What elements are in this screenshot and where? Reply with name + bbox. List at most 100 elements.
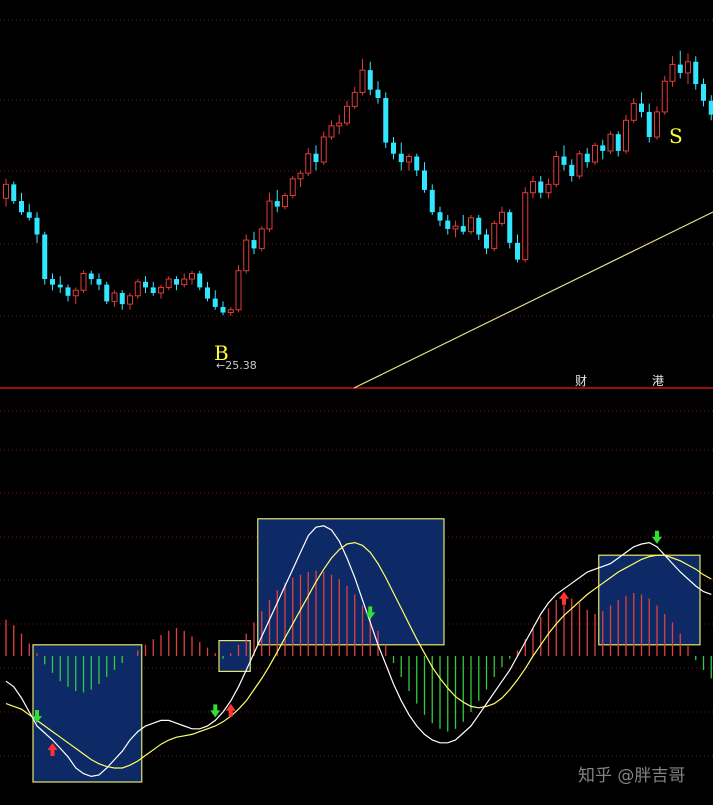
candle-body — [452, 225, 459, 230]
signal-box-0 — [32, 644, 143, 783]
candle-body — [607, 133, 614, 152]
candle-body — [297, 172, 304, 180]
sell-marker: S — [669, 124, 683, 148]
candle-1 — [11, 181, 17, 204]
candle-body — [600, 145, 606, 151]
up-arrow-2 — [559, 591, 569, 605]
candle-65 — [507, 209, 513, 249]
candle-body — [685, 61, 691, 74]
candle-body — [630, 103, 637, 121]
candle-body — [65, 287, 71, 296]
candle-24 — [189, 270, 195, 285]
candle-74 — [576, 150, 583, 179]
candle-56 — [437, 206, 443, 227]
candle-37 — [289, 176, 296, 199]
candle-73 — [569, 159, 575, 182]
candle-52 — [406, 153, 412, 171]
candle-17 — [134, 279, 141, 299]
candle-body — [127, 295, 133, 305]
candle-body — [227, 309, 234, 314]
candle-body — [42, 234, 48, 280]
candle-body — [143, 281, 148, 288]
candle-body — [359, 69, 366, 93]
candle-5 — [42, 231, 48, 285]
candle-body — [266, 200, 273, 230]
candle-42 — [328, 120, 335, 140]
event-marker-1: 港 — [652, 374, 664, 388]
down-arrow-3 — [652, 530, 662, 544]
candle-55 — [429, 184, 435, 215]
candle-body — [251, 240, 257, 249]
candle-body — [391, 142, 396, 154]
candle-39 — [305, 148, 312, 176]
candle-body — [515, 242, 520, 260]
candle-20 — [158, 284, 164, 299]
candle-body — [220, 306, 226, 313]
candle-47 — [367, 61, 373, 96]
candle-body — [174, 279, 179, 285]
candle-10 — [80, 270, 87, 293]
buy-marker: B — [214, 341, 229, 365]
candle-31 — [243, 234, 250, 274]
candle-body — [561, 156, 567, 165]
candle-body — [189, 273, 195, 280]
candle-body — [243, 239, 250, 272]
candle-body — [57, 284, 63, 288]
candle-body — [111, 292, 118, 302]
low-price-value: 25.38 — [225, 359, 257, 372]
candle-34 — [266, 192, 273, 232]
candle-18 — [143, 276, 148, 293]
candle-35 — [274, 189, 280, 213]
signal-box-2 — [257, 518, 445, 646]
candle-25 — [197, 270, 203, 291]
candle-body — [274, 201, 280, 207]
candle-body — [693, 61, 699, 85]
candle-84 — [654, 106, 660, 140]
candle-body — [476, 217, 482, 235]
candle-body — [708, 100, 713, 115]
candle-80 — [623, 114, 629, 154]
candle-41 — [320, 131, 327, 165]
candle-68 — [530, 176, 536, 199]
candle-28 — [220, 301, 226, 316]
candle-body — [639, 103, 644, 112]
candle-body — [11, 184, 17, 202]
candle-body — [212, 298, 218, 307]
candle-body — [522, 192, 529, 261]
candle-70 — [545, 178, 552, 199]
candle-body — [72, 289, 79, 297]
candle-71 — [553, 150, 560, 188]
candle-body — [623, 119, 629, 152]
candle-body — [19, 201, 24, 213]
candle-body — [398, 153, 404, 163]
candle-62 — [484, 228, 489, 254]
candle-body — [669, 64, 676, 82]
candle-body — [414, 156, 420, 171]
candle-46 — [359, 59, 366, 96]
candle-body — [336, 122, 343, 127]
candle-0 — [3, 178, 9, 207]
candle-75 — [584, 148, 590, 168]
candlestick-series — [3, 50, 713, 316]
candle-body — [615, 134, 621, 151]
candle-40 — [313, 145, 319, 171]
candle-9 — [72, 287, 79, 305]
candle-64 — [499, 206, 505, 227]
candle-14 — [111, 290, 118, 307]
candle-body — [484, 234, 489, 249]
candle-54 — [422, 162, 427, 193]
event-marker-0: 财 — [575, 374, 587, 388]
candle-body — [165, 278, 172, 288]
candle-body — [320, 136, 327, 163]
down-arrow-0 — [32, 710, 42, 723]
candle-body — [205, 287, 210, 299]
candle-6 — [50, 273, 55, 291]
candle-91 — [708, 95, 713, 121]
candle-body — [367, 70, 373, 90]
candle-23 — [181, 273, 188, 288]
trendline — [353, 211, 713, 389]
up-arrow-0 — [47, 743, 58, 756]
candle-88 — [685, 53, 691, 85]
candle-body — [80, 273, 87, 291]
candle-11 — [88, 270, 94, 285]
